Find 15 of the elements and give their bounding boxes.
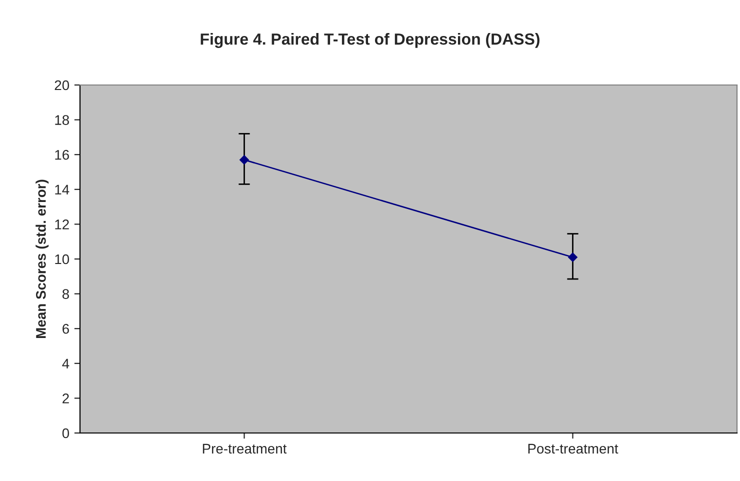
y-tick-label: 10 bbox=[55, 254, 70, 264]
chart-title: Figure 4. Paired T-Test of Depression (DASS) bbox=[200, 33, 540, 48]
x-tick-label: Post-treatment bbox=[528, 444, 618, 454]
y-tick-label: 12 bbox=[55, 220, 69, 230]
y-tick-label: 2 bbox=[62, 394, 69, 404]
y-tick-label: 0 bbox=[62, 428, 70, 438]
y-tick-label: 4 bbox=[62, 358, 70, 368]
y-tick-label: 16 bbox=[55, 150, 69, 160]
y-tick-label: 8 bbox=[62, 289, 69, 299]
y-tick-label: 14 bbox=[55, 184, 70, 194]
y-axis-title: Mean Scores (std. error) bbox=[36, 180, 49, 338]
y-tick-label: 20 bbox=[54, 80, 70, 90]
y-tick-label: 6 bbox=[62, 324, 69, 334]
y-tick-label: 18 bbox=[55, 115, 69, 125]
x-tick-label: Pre-treatment bbox=[202, 444, 287, 454]
